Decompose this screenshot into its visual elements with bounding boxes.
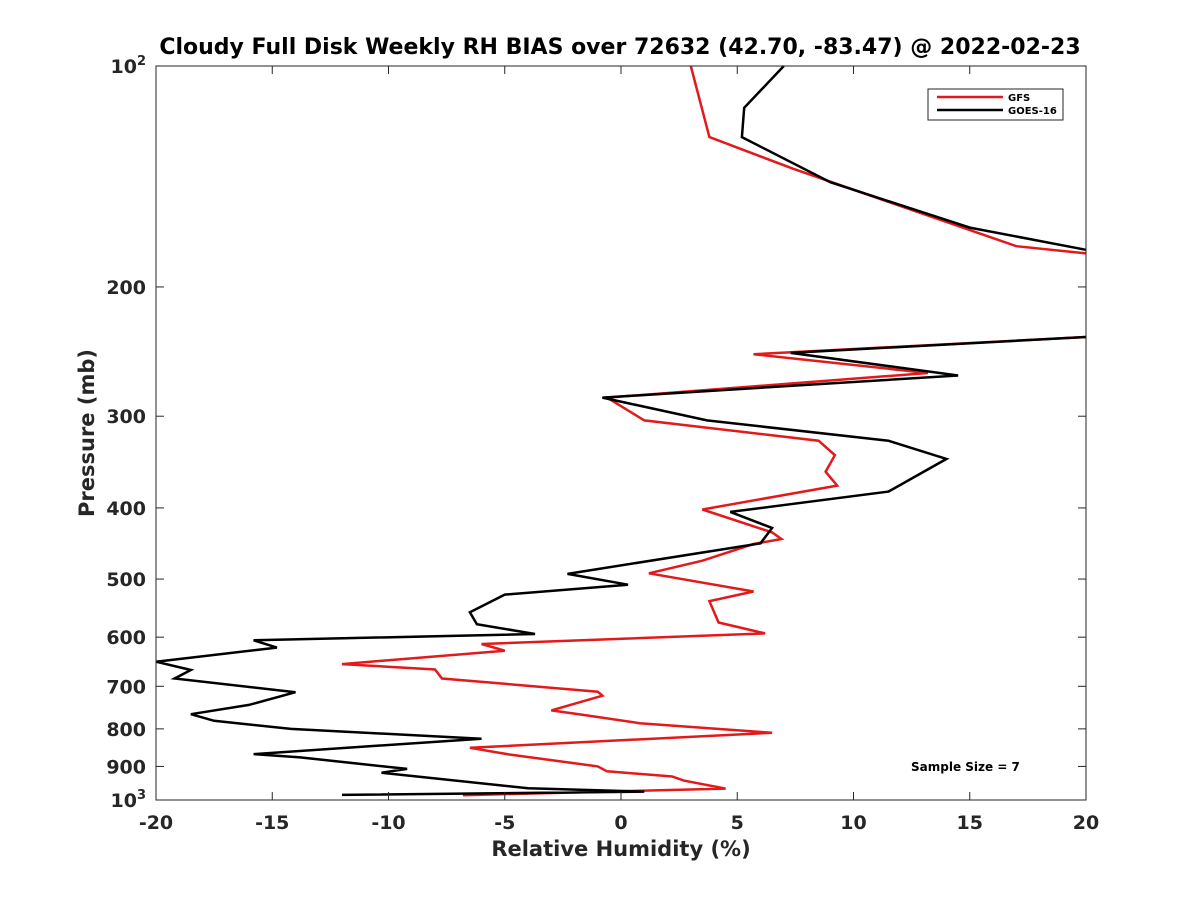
legend-box [927,88,1064,121]
x-tick-label: -5 [494,812,515,834]
x-tick-label: -10 [371,812,405,834]
x-tick-label: -20 [139,812,173,834]
y-tick-label: 400 [106,498,146,520]
y-tick-label: 800 [106,719,146,741]
x-tick-label: 15 [957,812,983,834]
x-tick-label: 5 [731,812,744,834]
y-tick-label: 103 [111,788,147,812]
x-tick-label: -15 [255,812,289,834]
legend: GFS GOES-16 [927,88,1064,121]
series-layer [155,65,1087,797]
y-tick-label: 300 [106,406,146,428]
y-axis-ticks: 102 200 300 400 500 600 700 800 900 103 [106,54,1086,812]
plot-frame [155,65,1087,801]
sample-size-annotation: Sample Size = 7 [911,760,1020,774]
y-tick-label: 900 [106,756,146,778]
x-tick-label: 0 [614,812,627,834]
legend-label-gfs: GFS [1008,93,1030,104]
series-line-gfs [341,65,1087,797]
x-axis-label: Relative Humidity (%) [491,837,750,861]
x-axis-ticks: -20 -15 -10 -5 0 5 10 15 20 [139,66,1099,834]
y-tick-label: 200 [106,277,146,299]
series-line-goes16 [155,65,1087,797]
y-tick-label: 102 [111,54,147,78]
x-tick-label: 20 [1073,812,1099,834]
legend-label-goes16: GOES-16 [1008,106,1057,117]
y-tick-label: 500 [106,569,146,591]
y-tick-label: 600 [106,627,146,649]
x-tick-label: 10 [840,812,866,834]
y-axis-label: Pressure (mb) [75,349,99,517]
y-tick-label: 700 [106,676,146,698]
chart-title: Cloudy Full Disk Weekly RH BIAS over 726… [159,35,1080,60]
